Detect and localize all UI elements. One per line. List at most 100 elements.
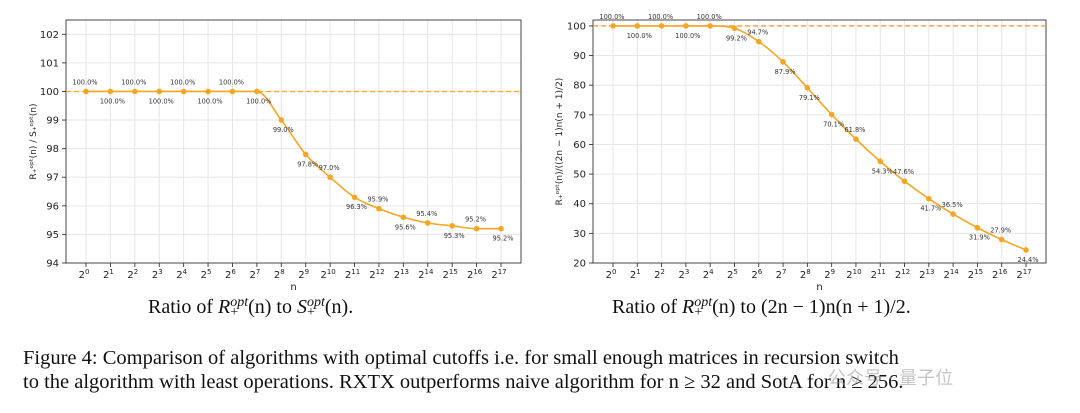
data-point [327, 174, 333, 181]
data-label: 100.0% [219, 78, 244, 86]
x-tick-label: 20 [606, 268, 617, 281]
data-points: 100.0% 100.0% 100.0% 100.0% 100.0% 100.0% 100.… [72, 78, 513, 242]
data-point [473, 225, 480, 232]
y-tick-label: 50 [573, 170, 586, 181]
x-tick-label: 25 [727, 268, 738, 281]
data-label: 27.9% [990, 227, 1011, 235]
data-point [449, 223, 455, 229]
data-label: 54.3% [872, 167, 893, 175]
data-point [853, 136, 859, 142]
x-tick-label: 21 [630, 268, 641, 281]
data-label: 95.2% [493, 235, 514, 243]
data-point [610, 23, 616, 29]
data-label: 100.0% [246, 97, 271, 105]
x-tick-label: 213 [919, 268, 934, 281]
x-tick-label: 214 [943, 268, 959, 281]
x-axis-label: n [290, 282, 296, 293]
y-tick-label: 99 [46, 116, 59, 127]
data-point [498, 225, 504, 232]
y-tick-label: 100 [40, 87, 59, 98]
data-label: 95.4% [416, 210, 437, 218]
data-point [950, 211, 956, 217]
x-tick-label: 24 [703, 268, 714, 281]
data-point [132, 88, 138, 95]
s-symbol: S [297, 296, 307, 318]
y-tick-label: 102 [40, 30, 59, 41]
series-line [86, 90, 501, 230]
data-label: 100.0% [627, 32, 652, 40]
data-point [658, 23, 665, 29]
data-point [707, 23, 713, 29]
data-label: 61.8% [844, 126, 865, 134]
data-point [107, 88, 114, 95]
grid [66, 20, 521, 264]
x-tick-label: 211 [871, 268, 886, 281]
data-label: 36.5% [942, 201, 963, 209]
x-tick-label: 29 [298, 268, 309, 281]
watermark: 公众号 · 量子位 [828, 368, 954, 389]
data-point [351, 194, 358, 201]
x-tick-label: 21 [103, 268, 114, 281]
y-tick-label: 96 [46, 201, 59, 212]
x-tick-label: 210 [320, 268, 335, 281]
data-point [634, 23, 641, 29]
plot-frame [592, 19, 1047, 264]
data-label: 94.7% [747, 29, 768, 37]
x-axis: 20 21 22 23 24 25 26 27 28 29 210 211 212 213 214 215 21… [79, 263, 507, 281]
y-tick-label: 70 [573, 110, 586, 121]
data-label: 97.8% [297, 160, 318, 168]
data-point [755, 38, 762, 45]
data-point [804, 85, 811, 91]
data-point [254, 88, 260, 95]
data-label: 100.0% [599, 13, 624, 21]
data-label: 96.3% [346, 203, 367, 211]
x-tick-label: 217 [1016, 268, 1031, 281]
data-point [180, 88, 187, 95]
data-point [901, 178, 908, 185]
data-label: 41.7% [920, 205, 941, 213]
y-axis: 94 95 96 97 98 99 100 101 102 [40, 30, 66, 270]
r-symbol: R [682, 296, 695, 318]
data-label: 47.6% [893, 168, 914, 176]
data-point [998, 236, 1005, 243]
data-label: 31.9% [969, 234, 990, 242]
x-tick-label: 211 [345, 268, 360, 281]
y-tick-label: 100 [567, 21, 586, 32]
data-point [205, 88, 211, 95]
y-tick-label: 90 [573, 51, 586, 62]
data-point [278, 117, 285, 123]
x-tick-label: 23 [678, 268, 689, 281]
x-tick-label: 27 [249, 268, 260, 281]
data-label: 97.0% [319, 164, 340, 172]
data-point [1023, 247, 1029, 253]
x-tick-label: 26 [751, 268, 762, 281]
y-tick-label: 60 [573, 140, 586, 151]
data-point [877, 158, 884, 165]
data-points: 100.0% 100.0% 100.0% 100.0% 100.0% 99.2%94.7%… [599, 13, 1038, 264]
data-label: 100.0% [197, 97, 222, 105]
x-tick-label: 26 [225, 268, 236, 281]
data-label: 95.3% [444, 232, 465, 240]
figure-caption: Figure 4: Comparison of algorithms with … [23, 346, 1063, 394]
data-point [229, 88, 236, 95]
x-tick-label: 23 [152, 268, 163, 281]
x-tick-label: 28 [274, 268, 285, 281]
x-tick-label: 213 [394, 268, 409, 281]
x-tick-label: 25 [201, 268, 212, 281]
y-tick-label: 40 [573, 199, 586, 210]
data-label: 95.9% [367, 196, 388, 204]
data-point [780, 58, 786, 65]
data-label: 100.0% [149, 97, 174, 105]
data-label: 95.2% [465, 216, 486, 224]
data-label: 100.0% [675, 32, 700, 40]
x-tick-label: 216 [992, 268, 1008, 281]
y-axis-label: R₊ᵒᵖᵗ(n)/((2n − 1)n(n + 1)/2) [555, 78, 565, 206]
x-axis-label: n [816, 282, 822, 293]
data-point [926, 195, 932, 202]
data-point [974, 224, 981, 231]
y-tick-label: 97 [46, 173, 59, 184]
x-tick-label: 216 [467, 268, 483, 281]
